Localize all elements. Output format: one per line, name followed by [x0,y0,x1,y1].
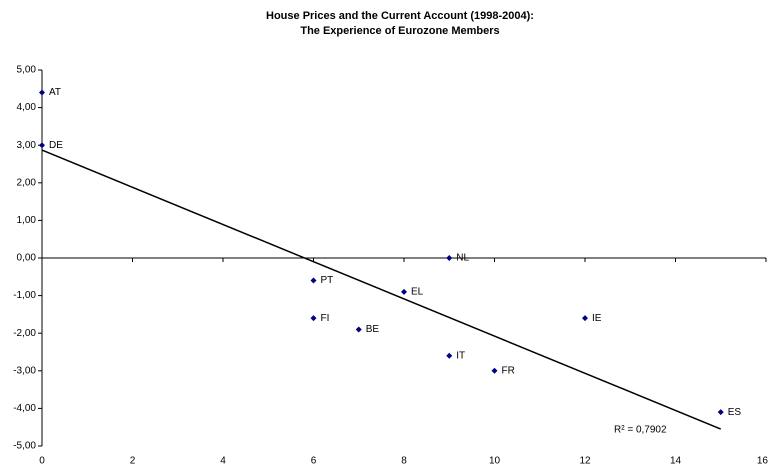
y-tick-label: -3,00 [13,365,36,376]
point [582,315,588,322]
y-tick-label: 1,00 [17,215,37,226]
point-label: FI [321,313,330,324]
point-label: IE [592,313,602,324]
x-tick-label: 14 [670,456,682,465]
point [401,288,407,295]
y-tick-label: 4,00 [17,102,37,113]
point [717,409,724,416]
point [446,255,453,261]
x-tick-label: 12 [579,456,591,465]
x-tick-label: 16 [757,456,768,465]
x-tick-label: 2 [130,456,136,465]
point-label: NL [456,253,469,264]
y-tick-label: 3,00 [17,140,37,151]
y-tick-label: -5,00 [13,441,36,452]
y-tick-label: -4,00 [13,403,36,414]
point-label: BE [366,324,380,335]
y-tick-label: 2,00 [17,177,37,188]
point [310,277,317,284]
chart-title: House Prices and the Current Account (19… [266,10,534,22]
point-label: IT [456,350,465,361]
point [491,367,498,374]
point [355,326,362,333]
y-tick-label: 0,00 [17,253,37,264]
x-tick-label: 8 [401,456,407,465]
trendline-annotation: R² = 0,7902 [614,425,667,436]
point-label: ES [728,407,742,418]
point-label: PT [321,275,334,286]
y-tick-label: -1,00 [13,290,36,301]
point-label: FR [502,365,515,376]
x-tick-label: 0 [39,456,45,465]
point [39,89,45,96]
x-tick-label: 6 [311,456,317,465]
chart-subtitle: The Experience of Eurozone Members [300,25,499,37]
point-label: DE [49,140,63,151]
x-tick-label: 10 [489,456,501,465]
trendline [41,149,722,430]
point [446,352,453,359]
y-tick-label: -2,00 [13,328,36,339]
point-label: EL [411,286,424,297]
y-tick-label: 5,00 [17,65,37,76]
point [310,315,317,322]
x-tick-label: 4 [220,456,226,465]
point-label: AT [49,87,61,98]
point [39,142,45,149]
